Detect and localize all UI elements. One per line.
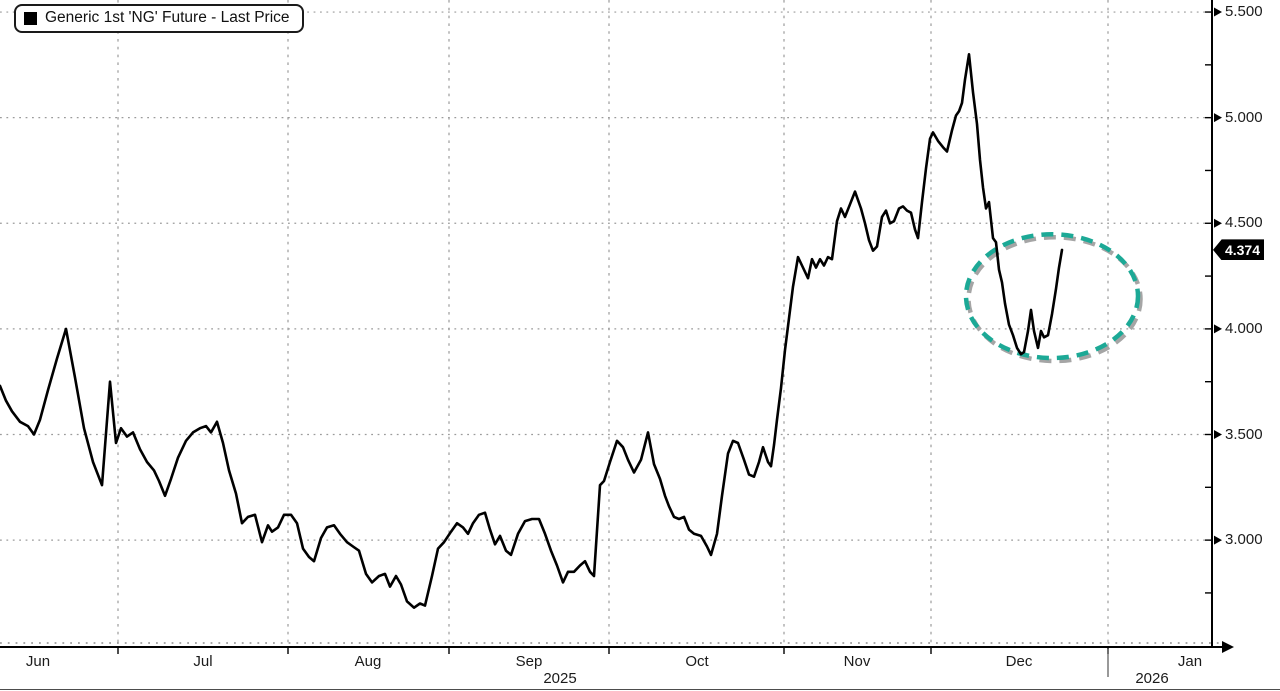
x-axis-year-label: 2025 <box>543 670 577 687</box>
y-tick-arrow-icon <box>1214 324 1222 334</box>
price-line <box>0 52 1064 610</box>
ellipse-annotation-shadow <box>966 235 1143 364</box>
x-axis-year-label: 2026 <box>1135 670 1169 687</box>
y-axis-label: 5.000 <box>1225 108 1263 126</box>
y-tick-arrow-icon <box>1214 7 1222 17</box>
x-axis-month-label: Oct <box>685 653 709 670</box>
y-axis-label: 3.500 <box>1225 425 1263 443</box>
ellipse-annotation <box>963 232 1141 361</box>
y-tick-arrow-icon <box>1214 218 1222 228</box>
y-axis-label: 5.500 <box>1225 3 1263 21</box>
y-tick-arrow-icon <box>1214 430 1222 440</box>
chart-bottom-border <box>0 689 1280 690</box>
y-axis-label: 4.000 <box>1225 319 1263 337</box>
x-axis-month-label: Nov <box>843 653 871 670</box>
x-axis-month-label: Sep <box>515 653 543 670</box>
x-axis-month-label: Aug <box>354 653 382 670</box>
x-axis-month-label: Jul <box>193 653 213 670</box>
x-axis-arrow-icon <box>1222 641 1234 653</box>
last-price-value: 4.374 <box>1224 241 1260 258</box>
x-axis-month-label: Jan <box>1177 653 1203 670</box>
y-tick-arrow-icon <box>1214 535 1222 545</box>
legend-label: Generic 1st 'NG' Future - Last Price <box>45 9 290 26</box>
legend-box: Generic 1st 'NG' Future - Last Price <box>14 4 304 33</box>
y-tick-arrow-icon <box>1214 113 1222 123</box>
x-axis-month-label: Dec <box>1005 653 1033 670</box>
y-axis-label: 4.500 <box>1225 214 1263 232</box>
y-axis-label: 3.000 <box>1225 531 1263 549</box>
x-axis-month-label: Jun <box>25 653 51 670</box>
last-price-tag: 4.374 <box>1213 239 1264 261</box>
series-swatch-icon <box>24 11 37 25</box>
